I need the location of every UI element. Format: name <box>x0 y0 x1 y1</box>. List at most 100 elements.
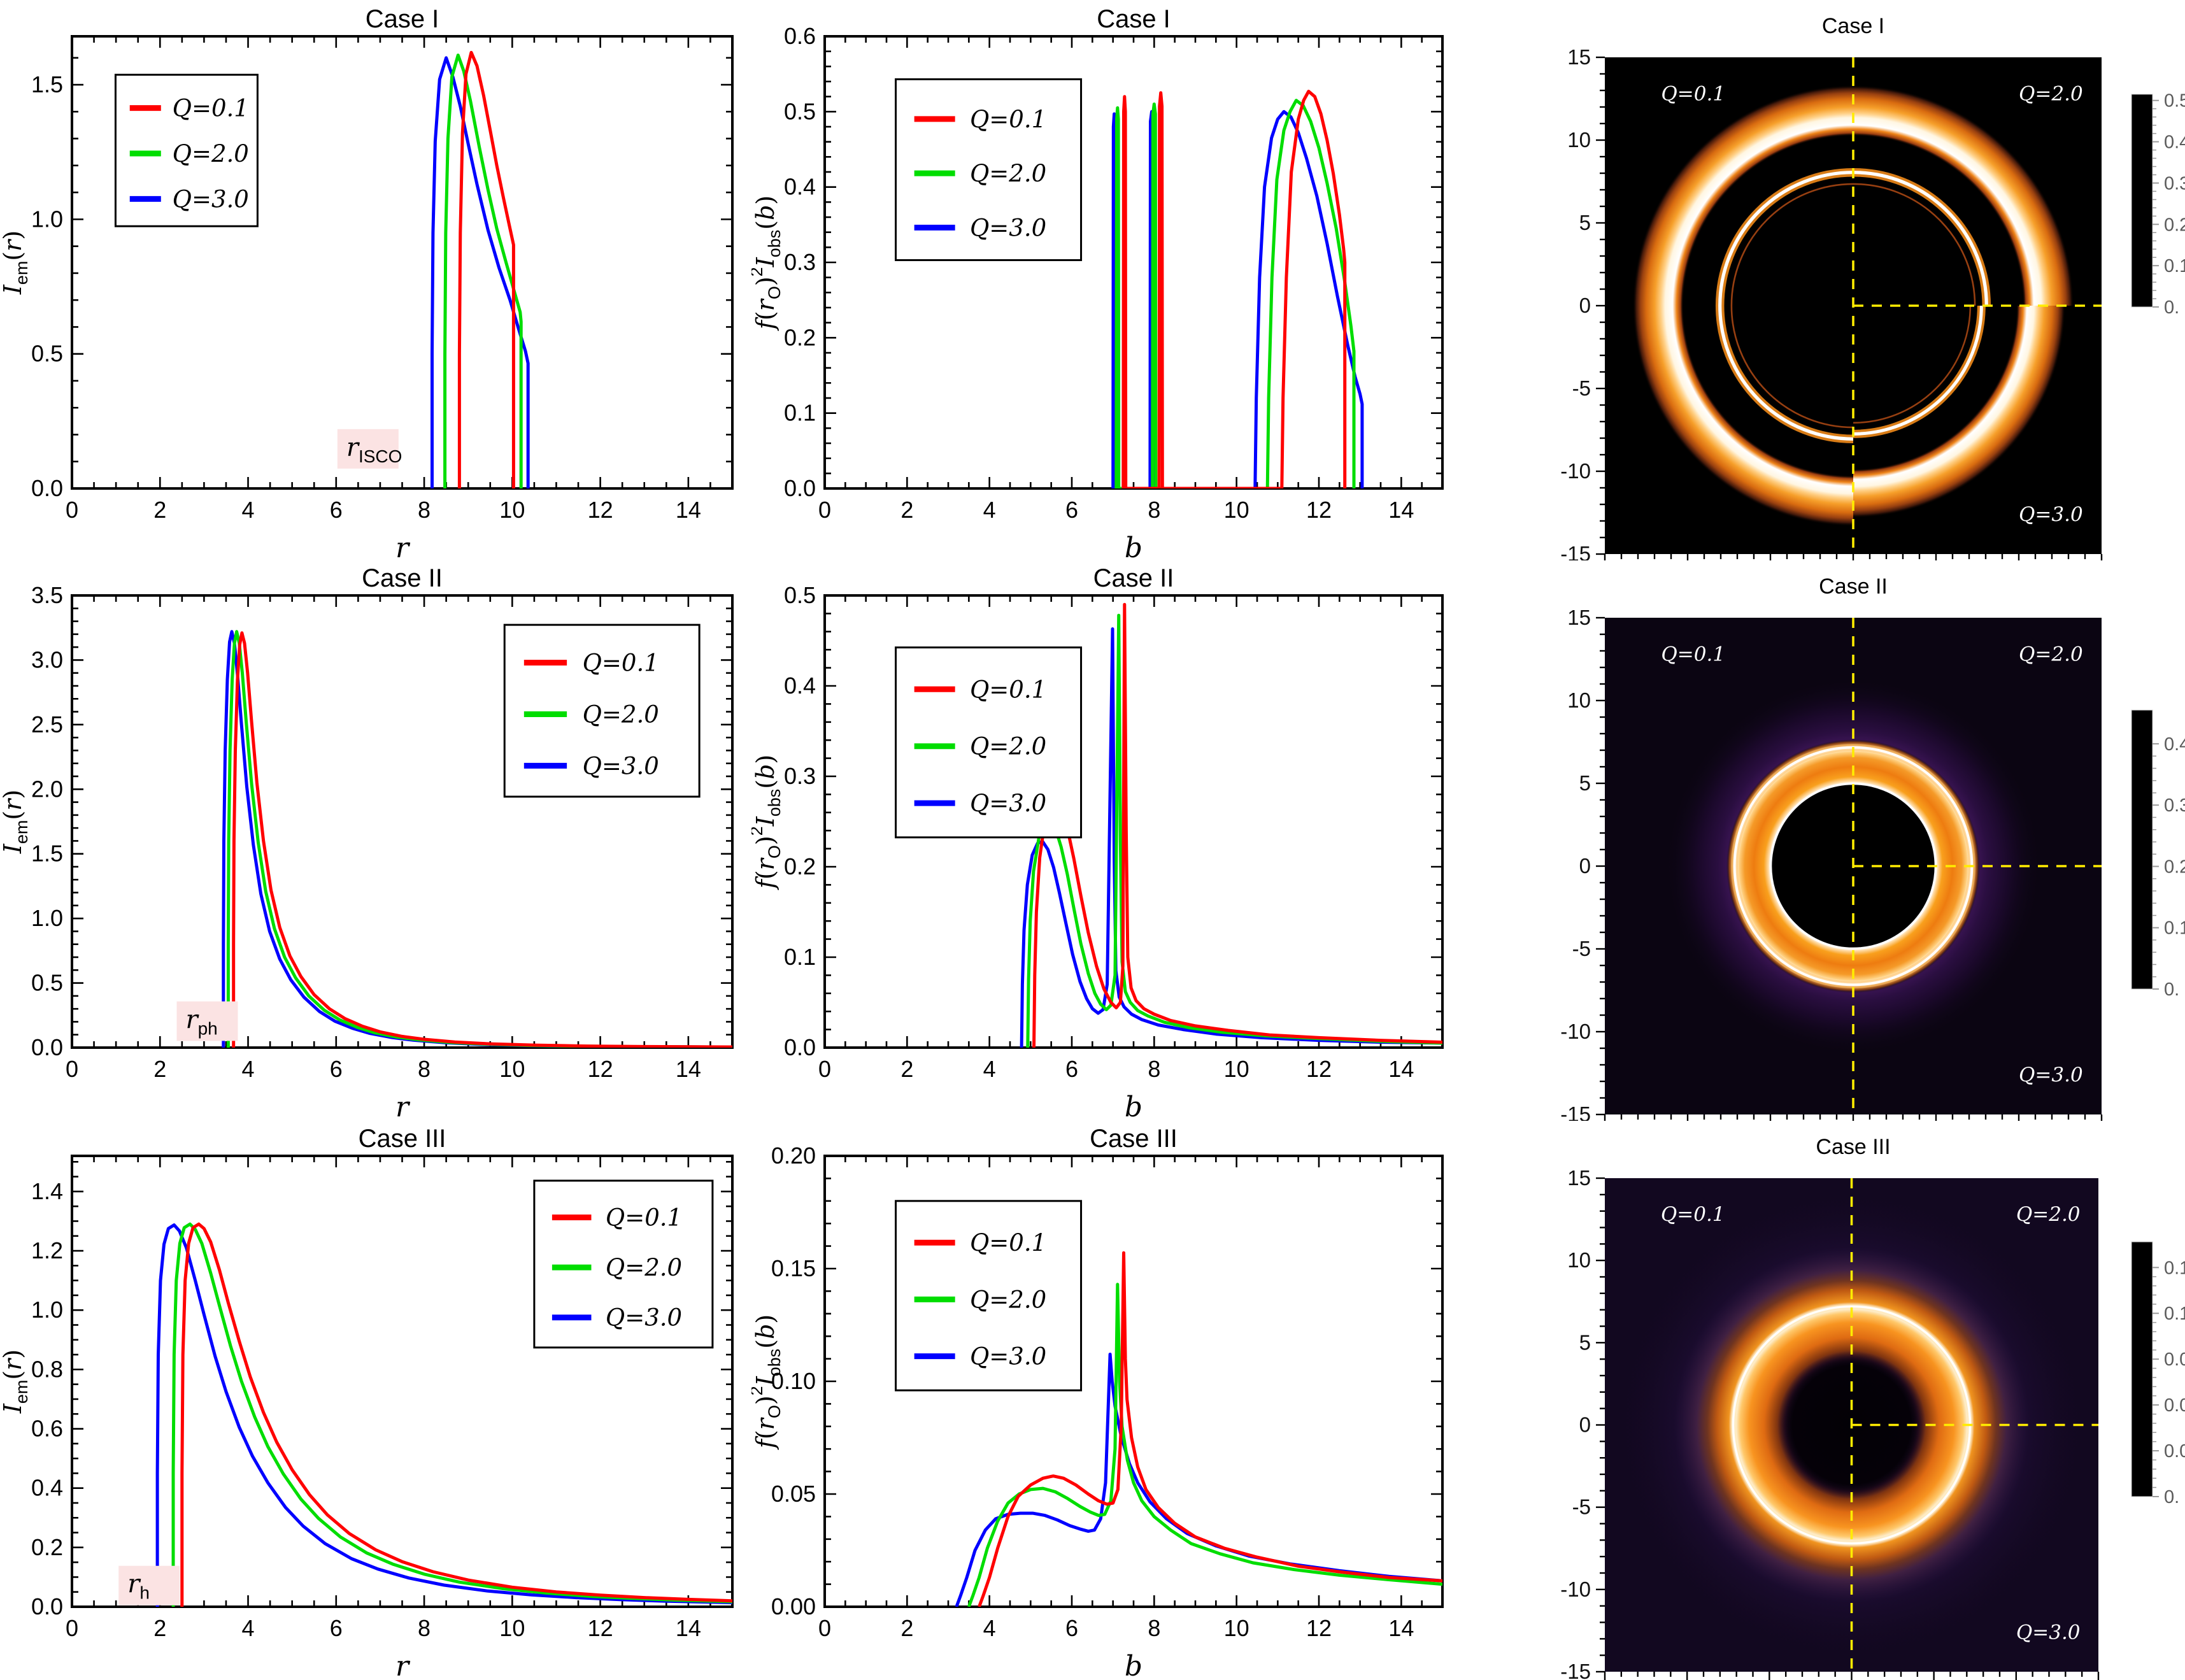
svg-text:5: 5 <box>1579 1330 1591 1354</box>
svg-text:-15: -15 <box>1560 1660 1591 1680</box>
svg-text:0.2: 0.2 <box>784 324 816 350</box>
svg-text:0.20: 0.20 <box>771 1143 816 1169</box>
x-axis-label: r <box>395 1650 411 1680</box>
svg-text:2.5: 2.5 <box>31 711 63 737</box>
colorbar-label: 0. <box>2164 979 2179 1000</box>
legend-label-Q=2.0: Q=2.0 <box>583 701 659 728</box>
tick-labels: 0 2 4 6 8 10 12 14 0.00 0.05 0.10 0.15 0.20 <box>771 1143 1414 1641</box>
legend-label-Q=2.0: Q=2.0 <box>970 160 1046 187</box>
svg-text:8: 8 <box>418 1056 431 1082</box>
svg-text:0.05: 0.05 <box>771 1481 816 1507</box>
annotation-r-ph: rph <box>185 1005 217 1038</box>
panel-title: Case III <box>358 1125 446 1153</box>
x-axis-label: b <box>1125 1650 1142 1680</box>
panel-caseII-observed: Case II 0 2 4 6 8 10 12 14 0.0 0.1 0.2 0.3 0.4 0.5 b f(… <box>751 560 1465 1121</box>
panel-title: Case III <box>1816 1135 1891 1159</box>
panel-caseI-emission: Case I 0 2 4 6 8 10 12 14 0.0 0.5 1.0 1.5 r Iem​(r) rI… <box>0 0 751 560</box>
svg-text:2: 2 <box>900 1615 913 1641</box>
panel-title: Case II <box>1093 564 1174 592</box>
x-axis-label: r <box>395 1091 411 1121</box>
svg-text:14: 14 <box>676 1615 701 1641</box>
svg-text:0.2: 0.2 <box>31 1534 63 1560</box>
plot-caseIII-emission: 0 2 4 6 8 10 12 14 0.0 0.2 0.4 0.6 0.8 1.0 1.2 1.4 r Iem​… <box>0 1155 734 1680</box>
shadow-tick-labels: -15-15-10-10-5-5005510101515 <box>1560 45 1591 560</box>
svg-text:-15: -15 <box>1560 1102 1591 1121</box>
legend-label-Q=2.0: Q=2.0 <box>173 140 249 167</box>
svg-text:12: 12 <box>588 1615 613 1641</box>
annotation-highlight <box>118 1565 180 1605</box>
plot-caseII-observed: 0 2 4 6 8 10 12 14 0.0 0.1 0.2 0.3 0.4 0.5 b f(rO​)2​Io… <box>751 582 1444 1121</box>
panel-title: Case II <box>1819 574 1888 599</box>
plot-caseIII-shadow: Q=0.1Q=2.0Q=3.0-15-15-10-10-5-5005510101… <box>1560 1166 2185 1680</box>
shadow-tick-labels: -15-15-10-10-5-5005510101515 <box>1560 1166 1591 1680</box>
svg-text:0: 0 <box>818 1615 831 1641</box>
svg-text:10: 10 <box>499 497 525 523</box>
shadow-axis-ticks <box>1596 56 2103 560</box>
series-lines <box>1020 602 1442 1048</box>
quadrant-label: Q=0.1 <box>1661 1203 1725 1226</box>
colorbar-label: 0.2 <box>2164 215 2185 235</box>
svg-text:0.10: 0.10 <box>771 1368 816 1394</box>
x-axis-label: b <box>1125 1091 1142 1121</box>
svg-text:4: 4 <box>983 497 996 523</box>
svg-text:10: 10 <box>1224 1056 1249 1082</box>
svg-text:14: 14 <box>1388 497 1414 523</box>
series-line-Q=0.1 <box>978 1251 1442 1607</box>
svg-text:15: 15 <box>1567 45 1591 69</box>
legend: Q=0.1 Q=2.0 Q=3.0 <box>533 1179 714 1349</box>
colorbar-label: 0.100 <box>2164 1304 2185 1324</box>
colorbar: 0.4 0.3 0.2 0.1 0. <box>2131 709 2185 1000</box>
legend-label-Q=3.0: Q=3.0 <box>606 1304 682 1332</box>
svg-text:10: 10 <box>499 1615 525 1641</box>
panel-caseI-observed: Case I 0 2 4 6 8 10 12 14 0.0 0.1 0.2 0.3 0.4 0.5 0.6 b… <box>751 0 1465 560</box>
crosshair-dashed-lines <box>1850 1178 2098 1672</box>
svg-text:0.1: 0.1 <box>784 944 816 970</box>
legend-label-Q=3.0: Q=3.0 <box>970 790 1046 817</box>
x-axis-label: r <box>395 532 411 560</box>
shadow-image: Q=0.1 Q=2.0 Q=3.0 <box>1605 57 2102 554</box>
svg-text:0.5: 0.5 <box>784 98 816 124</box>
svg-text:10: 10 <box>499 1056 525 1082</box>
axis-ticks <box>823 35 1444 490</box>
svg-text:0: 0 <box>66 1056 78 1082</box>
series-line-Q=3.0 <box>1020 627 1442 1048</box>
panel-caseIII-emission: Case III 0 2 4 6 8 10 12 14 0.0 0.2 0.4 0.6 0.8 1.0 1.… <box>0 1121 751 1680</box>
svg-text:0.1: 0.1 <box>784 400 816 426</box>
svg-text:14: 14 <box>676 1056 701 1082</box>
svg-text:0: 0 <box>1579 854 1591 878</box>
colorbar-label: 0.4 <box>2164 734 2185 755</box>
colorbar: 0.125 0.100 0.075 0.050 0.025 0. <box>2131 1241 2185 1507</box>
svg-text:0.0: 0.0 <box>784 475 816 501</box>
svg-text:6: 6 <box>1065 1615 1078 1641</box>
y-axis-label: f(rO​)2​Iobs​(b) <box>751 1314 784 1451</box>
svg-text:2: 2 <box>153 497 166 523</box>
y-axis-label: f(rO​)2​Iobs​(b) <box>751 196 784 332</box>
panel-caseII-emission: Case II 0 2 4 6 8 10 12 14 0.0 0.5 1.0 1.5 2.0 2.5 3.0… <box>0 560 751 1121</box>
svg-text:8: 8 <box>1148 497 1160 523</box>
quadrant-label: Q=0.1 <box>1661 643 1725 666</box>
svg-text:10: 10 <box>1567 1248 1591 1272</box>
svg-text:0.4: 0.4 <box>784 673 816 699</box>
svg-text:2: 2 <box>900 1056 913 1082</box>
series-line-Q=2.0 <box>443 53 523 488</box>
y-axis-label: Iem​(r) <box>0 231 31 295</box>
annotation-r-h: rh <box>127 1570 150 1603</box>
svg-text:0: 0 <box>66 497 78 523</box>
plot-caseII-emission: 0 2 4 6 8 10 12 14 0.0 0.5 1.0 1.5 2.0 2.5 3.0 3.5 r Iem​… <box>0 582 734 1121</box>
colorbar-label: 0.1 <box>2164 918 2185 939</box>
svg-text:12: 12 <box>1306 1056 1332 1082</box>
svg-text:0.5: 0.5 <box>31 341 63 367</box>
svg-text:2: 2 <box>153 1615 166 1641</box>
svg-text:10: 10 <box>1567 128 1591 152</box>
svg-text:2: 2 <box>153 1056 166 1082</box>
colorbar-label: 0. <box>2164 1487 2179 1507</box>
svg-text:1.5: 1.5 <box>31 841 63 867</box>
svg-text:10: 10 <box>1224 497 1249 523</box>
legend-label-Q=2.0: Q=2.0 <box>970 733 1046 760</box>
svg-text:0.4: 0.4 <box>784 174 816 200</box>
panel-caseIII-shadow: Case III Q=0.1Q=2.0Q=3.0-15-15-10-10-5-5… <box>1465 1121 2185 1680</box>
svg-text:6: 6 <box>330 1615 343 1641</box>
quadrant-label: Q=2.0 <box>2019 83 2083 106</box>
svg-text:0.0: 0.0 <box>31 1593 63 1619</box>
